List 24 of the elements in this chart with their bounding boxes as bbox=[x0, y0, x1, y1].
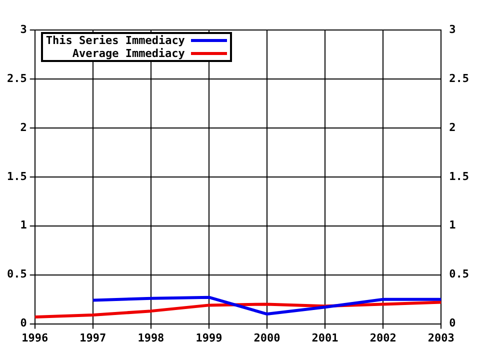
legend-label: Average Immediacy bbox=[72, 47, 185, 60]
y-tick-label: 2 bbox=[20, 120, 27, 134]
y-tick-label: 2.5 bbox=[6, 72, 27, 85]
y-tick-label: 0 bbox=[20, 316, 27, 330]
x-tick-label: 2002 bbox=[370, 331, 396, 344]
y2-tick-label: 0 bbox=[449, 316, 456, 330]
y-tick-label: 0.5 bbox=[6, 268, 27, 281]
x-tick-label: 1997 bbox=[80, 331, 106, 344]
legend-label: This Series Immediacy bbox=[46, 34, 185, 47]
x-tick-label: 1996 bbox=[22, 331, 48, 344]
y2-tick-label: 1 bbox=[449, 218, 456, 232]
y2-tick-label: 2.5 bbox=[449, 72, 470, 85]
y-tick-label: 3 bbox=[20, 22, 27, 36]
x-tick-label: 1998 bbox=[138, 331, 164, 344]
y-tick-label: 1 bbox=[20, 218, 28, 232]
y-tick-label: 1.5 bbox=[6, 170, 27, 183]
x-tick-label: 2003 bbox=[428, 331, 454, 344]
y2-tick-label: 0.5 bbox=[449, 268, 470, 281]
x-tick-label: 2001 bbox=[312, 331, 339, 344]
x-tick-label: 2000 bbox=[254, 331, 280, 344]
y2-tick-label: 2 bbox=[449, 120, 456, 134]
x-tick-label: 1999 bbox=[196, 331, 222, 344]
y2-tick-label: 3 bbox=[449, 22, 456, 36]
y2-tick-label: 1.5 bbox=[449, 170, 470, 183]
